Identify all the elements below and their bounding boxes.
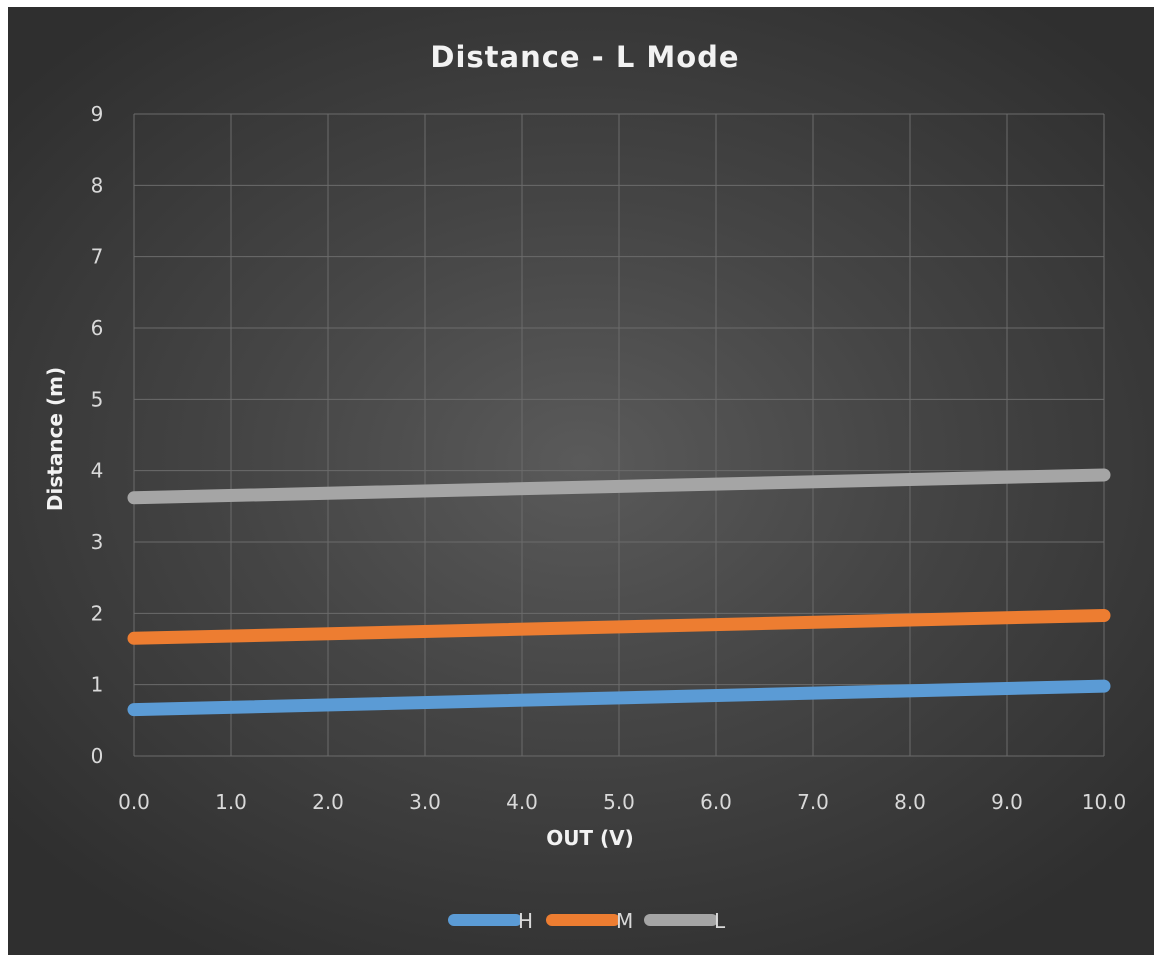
- x-tick-label: 4.0: [506, 790, 538, 814]
- series-line-H: [127, 679, 1111, 717]
- x-tick-label: 10.0: [1082, 790, 1127, 814]
- x-tick-label: 8.0: [894, 790, 926, 814]
- x-tick-label: 7.0: [797, 790, 829, 814]
- x-axis-title: OUT (V): [546, 826, 634, 850]
- x-tick-label: 2.0: [312, 790, 344, 814]
- chart-title: Distance - L Mode: [430, 40, 739, 74]
- legend-label-H: H: [518, 909, 533, 933]
- gridlines: [133, 113, 1105, 757]
- y-tick-label: 4: [91, 459, 104, 483]
- x-tick-label: 0.0: [118, 790, 150, 814]
- series-line-L: [127, 468, 1111, 505]
- x-tick-label: 3.0: [409, 790, 441, 814]
- line-chart: Distance - L Mode 0 1 2 3 4 5 6 7 8 9 0.0 1.0 2.0 3.0…: [43, 40, 1127, 933]
- y-tick-label: 6: [91, 316, 104, 340]
- y-tick-label: 5: [91, 387, 104, 411]
- y-tick-label: 8: [91, 173, 104, 197]
- legend-label-L: L: [714, 909, 726, 933]
- tick-labels: 0 1 2 3 4 5 6 7 8 9 0.0 1.0 2.0 3.0 4.0 5.0 6.0 7.0 8.0 9.0…: [91, 102, 1127, 814]
- y-axis-title: Distance (m): [43, 367, 67, 511]
- y-tick-label: 2: [91, 601, 104, 625]
- y-tick-label: 0: [91, 744, 104, 768]
- x-tick-label: 5.0: [603, 790, 635, 814]
- y-tick-label: 9: [91, 102, 104, 126]
- x-tick-label: 1.0: [215, 790, 247, 814]
- x-tick-label: 9.0: [991, 790, 1023, 814]
- series-line-M: [127, 608, 1111, 645]
- x-tick-label: 6.0: [700, 790, 732, 814]
- y-tick-label: 7: [91, 245, 104, 269]
- y-tick-label: 3: [91, 530, 104, 554]
- chart-area: Distance - L Mode 0 1 2 3 4 5 6 7 8 9 0.0 1.0 2.0 3.0…: [8, 7, 1154, 955]
- y-tick-label: 1: [91, 673, 104, 697]
- series-lines: [127, 468, 1111, 717]
- legend-label-M: M: [616, 909, 633, 933]
